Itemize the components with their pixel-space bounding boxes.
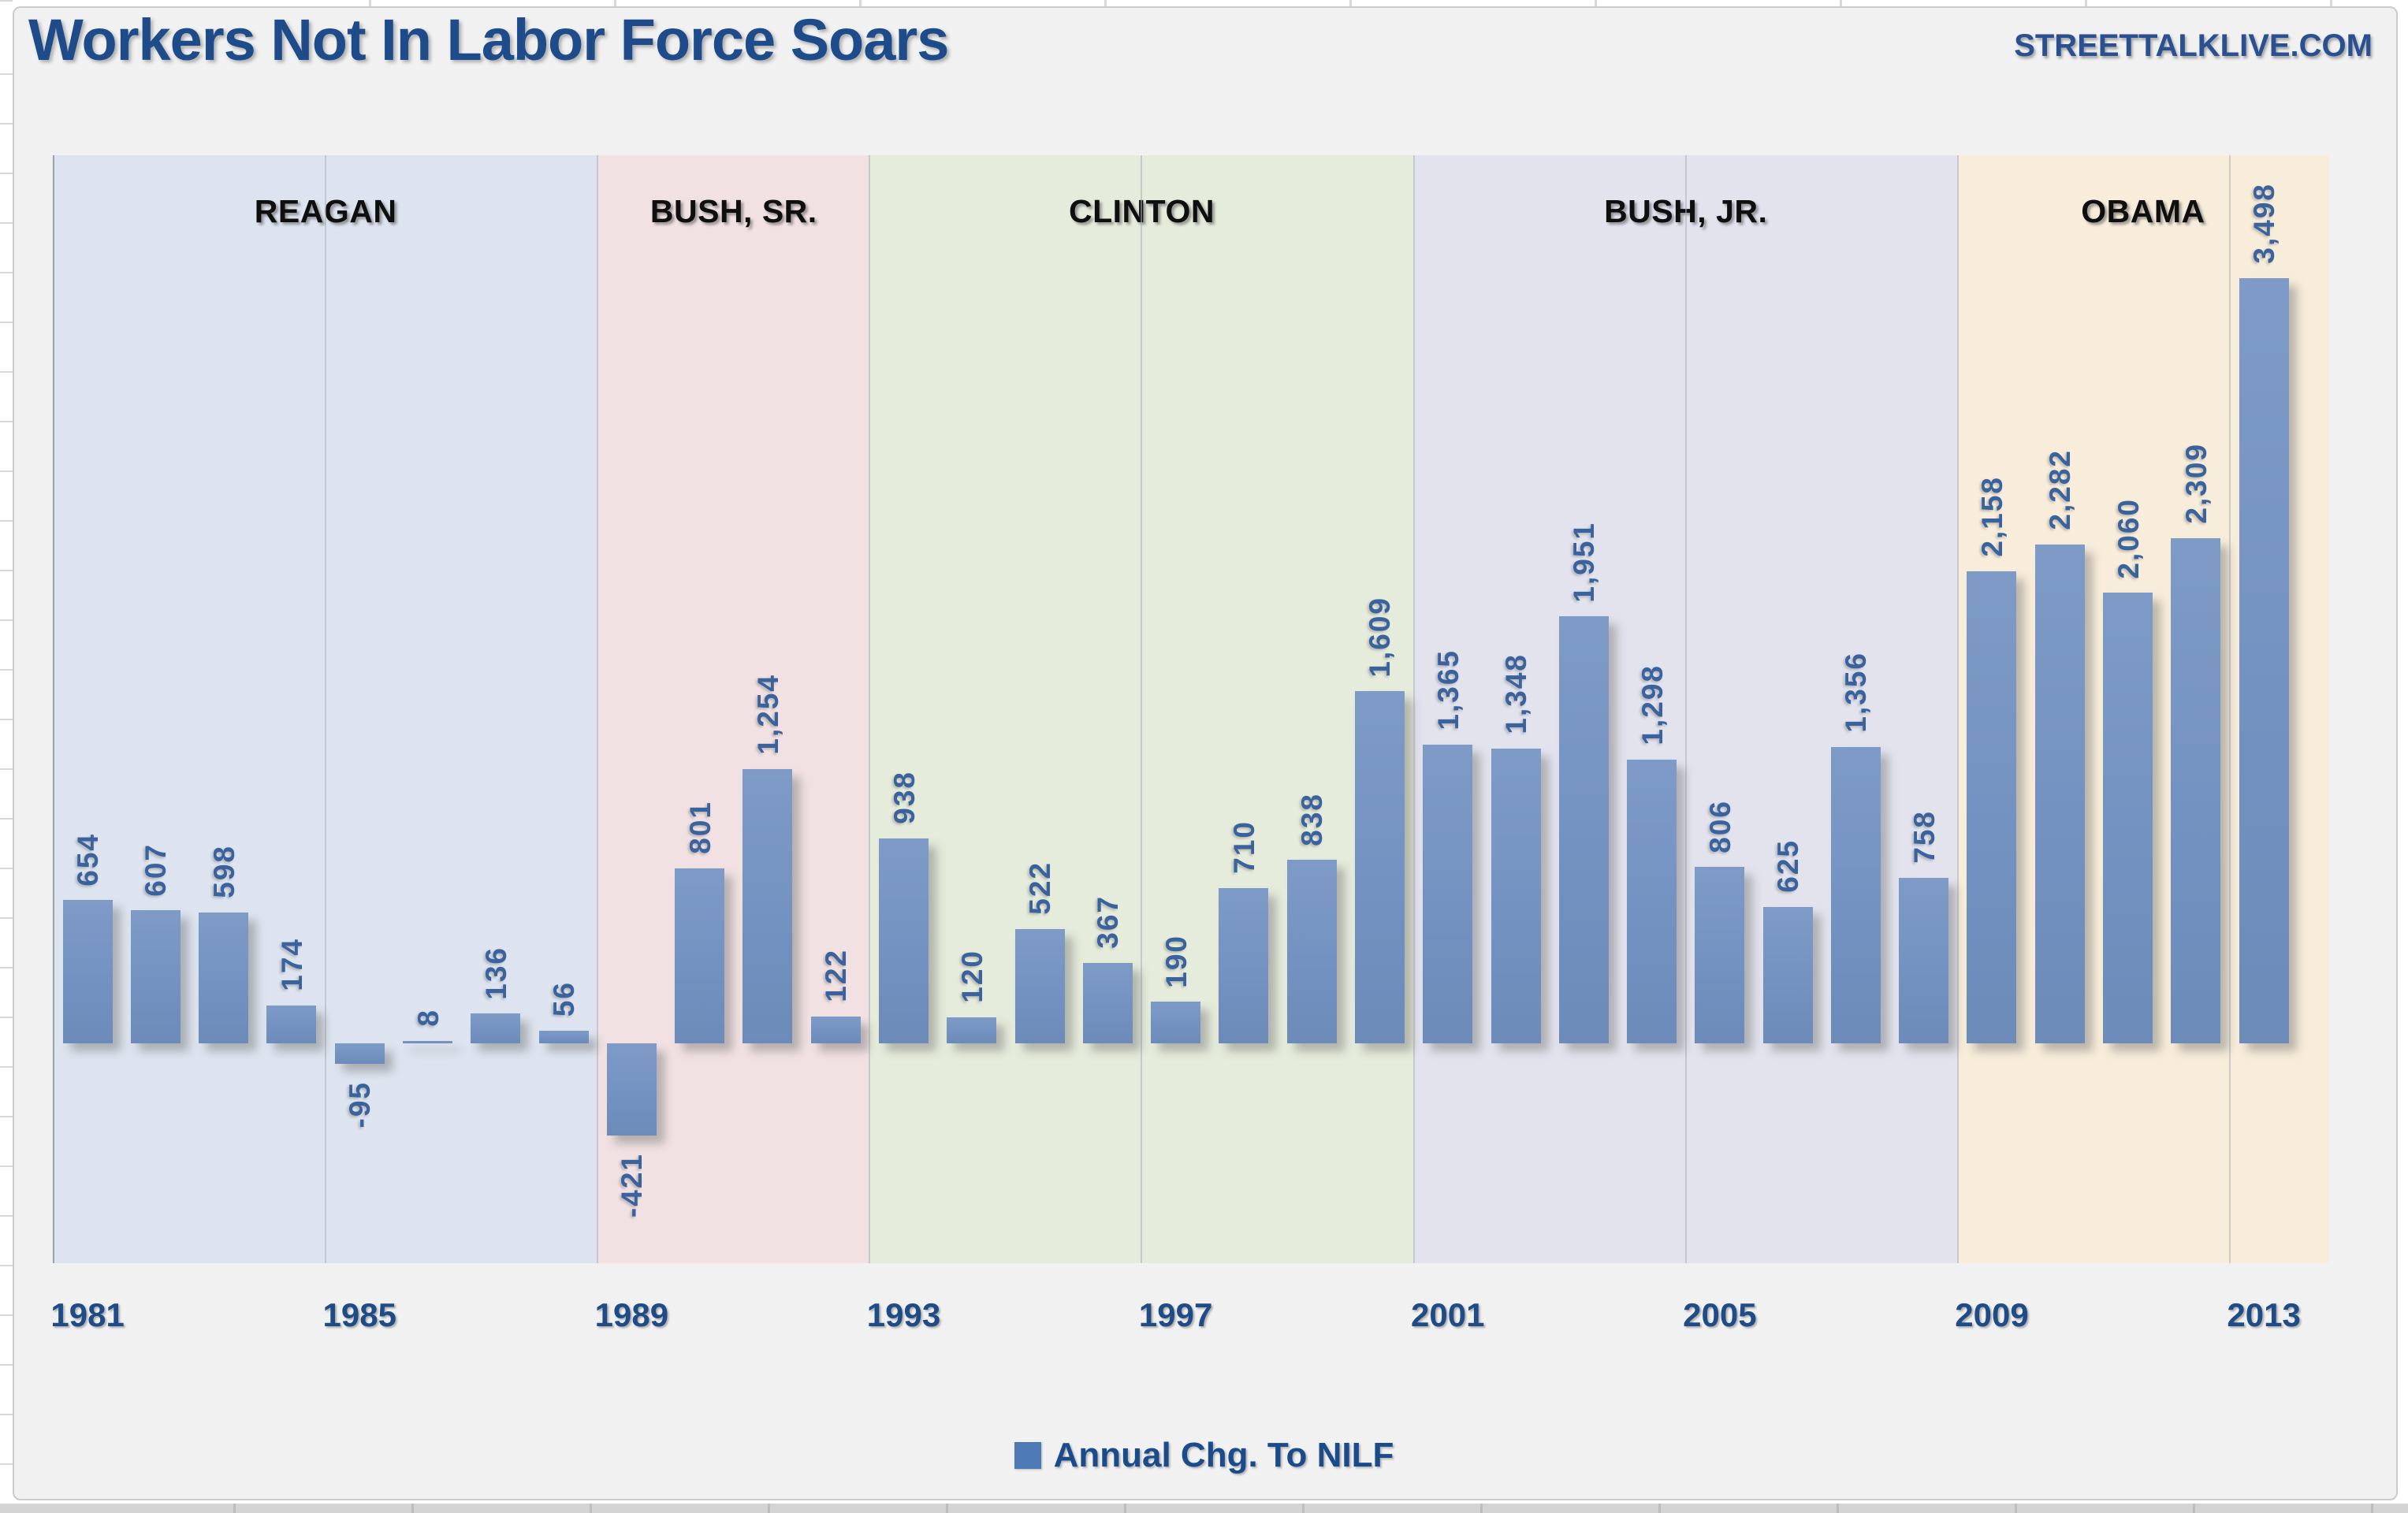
value-label-1982: 607 bbox=[140, 842, 173, 897]
bar-1997[interactable] bbox=[1151, 1002, 1201, 1043]
gridline-2001 bbox=[1412, 155, 1415, 1263]
value-label-2010: 2,282 bbox=[2044, 448, 2077, 530]
gridline-1993 bbox=[869, 155, 871, 1263]
bar-1991[interactable] bbox=[742, 768, 793, 1043]
x-tick-1985: 1985 bbox=[322, 1296, 396, 1333]
sheet-gridlines-left bbox=[0, 0, 13, 1513]
bar-2002[interactable] bbox=[1491, 748, 1541, 1043]
sheet-gridlines-top bbox=[0, 0, 2408, 6]
value-label-2009: 2,158 bbox=[1975, 476, 2008, 557]
x-tick-1997: 1997 bbox=[1138, 1296, 1213, 1333]
sheet-gridlines-bottom bbox=[0, 1504, 2408, 1513]
gridline-2013 bbox=[2228, 155, 2231, 1263]
value-label-2007: 1,356 bbox=[1840, 651, 1873, 733]
x-tick-1989: 1989 bbox=[594, 1296, 669, 1333]
value-label-2013: 3,498 bbox=[2248, 183, 2281, 264]
bar-1993[interactable] bbox=[879, 838, 929, 1043]
value-label-1984: 174 bbox=[275, 937, 308, 991]
value-label-1991: 1,254 bbox=[751, 674, 784, 755]
bar-1992[interactable] bbox=[810, 1017, 861, 1043]
bar-1998[interactable] bbox=[1219, 887, 1269, 1043]
legend-swatch-icon bbox=[1014, 1442, 1041, 1469]
gridline-1985 bbox=[325, 155, 327, 1263]
bar-2006[interactable] bbox=[1762, 906, 1813, 1043]
gridline-2005 bbox=[1684, 155, 1687, 1263]
bar-1987[interactable] bbox=[471, 1013, 521, 1043]
gridline-2009 bbox=[1956, 155, 1959, 1263]
value-label-2006: 625 bbox=[1772, 838, 1805, 893]
value-label-2012: 2,309 bbox=[2179, 443, 2213, 525]
bar-2007[interactable] bbox=[1830, 746, 1881, 1043]
bar-1983[interactable] bbox=[199, 912, 249, 1043]
bar-2013[interactable] bbox=[2239, 277, 2289, 1043]
bar-1988[interactable] bbox=[538, 1031, 589, 1043]
value-label-1989: -421 bbox=[616, 1152, 649, 1217]
bar-2012[interactable] bbox=[2171, 538, 2221, 1043]
value-label-1990: 801 bbox=[683, 800, 716, 854]
value-label-1993: 938 bbox=[888, 770, 921, 824]
chart-title: Workers Not In Labor Force Soars bbox=[28, 7, 949, 72]
x-tick-1993: 1993 bbox=[866, 1296, 941, 1333]
x-tick-2001: 2001 bbox=[1411, 1296, 1485, 1333]
value-label-2000: 1,609 bbox=[1364, 596, 1397, 678]
bar-1984[interactable] bbox=[266, 1005, 317, 1043]
value-label-2001: 1,365 bbox=[1431, 649, 1465, 731]
value-label-2005: 806 bbox=[1703, 799, 1736, 853]
bar-2009[interactable] bbox=[1967, 571, 2017, 1043]
chart-legend[interactable]: Annual Chg. To NILF bbox=[0, 1436, 2408, 1475]
value-label-1996: 367 bbox=[1092, 895, 1125, 950]
value-label-1999: 838 bbox=[1296, 792, 1329, 846]
gridline-1997 bbox=[1141, 155, 1143, 1263]
value-label-1987: 136 bbox=[479, 946, 512, 1000]
value-label-2008: 758 bbox=[1907, 809, 1941, 864]
value-label-1981: 654 bbox=[72, 832, 105, 887]
bar-1985[interactable] bbox=[334, 1043, 385, 1065]
value-label-1988: 56 bbox=[548, 981, 581, 1017]
bar-1989[interactable] bbox=[606, 1043, 657, 1136]
bar-2004[interactable] bbox=[1627, 759, 1677, 1043]
x-tick-2013: 2013 bbox=[2227, 1296, 2301, 1333]
watermark-streettalklive: STREETTALKLIVE.COM bbox=[2014, 28, 2373, 63]
value-label-1998: 710 bbox=[1227, 820, 1260, 874]
bar-2000[interactable] bbox=[1354, 691, 1405, 1043]
bar-1982[interactable] bbox=[130, 910, 181, 1043]
bar-1995[interactable] bbox=[1014, 929, 1065, 1043]
value-label-1995: 522 bbox=[1024, 861, 1057, 916]
bar-1990[interactable] bbox=[675, 868, 725, 1043]
bar-2003[interactable] bbox=[1558, 616, 1609, 1043]
bar-1996[interactable] bbox=[1082, 963, 1133, 1043]
value-label-1986: 8 bbox=[411, 1009, 445, 1027]
value-label-2003: 1,951 bbox=[1568, 521, 1601, 603]
value-label-2002: 1,348 bbox=[1500, 653, 1533, 734]
gridline-1989 bbox=[597, 155, 599, 1263]
bar-2010[interactable] bbox=[2034, 544, 2085, 1043]
x-tick-2009: 2009 bbox=[1955, 1296, 2029, 1333]
bar-2011[interactable] bbox=[2103, 593, 2153, 1043]
value-label-2011: 2,060 bbox=[2112, 497, 2145, 579]
x-tick-2005: 2005 bbox=[1683, 1296, 1757, 1333]
value-label-1997: 190 bbox=[1159, 934, 1193, 988]
value-label-1992: 122 bbox=[820, 949, 853, 1003]
bar-2001[interactable] bbox=[1423, 745, 1473, 1043]
x-tick-1981: 1981 bbox=[50, 1296, 125, 1333]
value-label-2004: 1,298 bbox=[1636, 664, 1669, 745]
bar-1994[interactable] bbox=[947, 1017, 997, 1043]
legend-label: Annual Chg. To NILF bbox=[1053, 1436, 1394, 1474]
bar-1986[interactable] bbox=[403, 1041, 453, 1043]
bar-2005[interactable] bbox=[1695, 867, 1745, 1043]
era-label: BUSH, SR. bbox=[649, 193, 817, 229]
era-label: OBAMA bbox=[2081, 193, 2205, 229]
y-axis-line bbox=[53, 155, 54, 1263]
bar-2008[interactable] bbox=[1899, 877, 1949, 1043]
bar-1999[interactable] bbox=[1286, 860, 1337, 1043]
bar-1981[interactable] bbox=[62, 900, 113, 1043]
value-label-1985: -95 bbox=[344, 1081, 377, 1128]
value-label-1983: 598 bbox=[207, 845, 240, 898]
value-label-1994: 120 bbox=[955, 949, 988, 1003]
